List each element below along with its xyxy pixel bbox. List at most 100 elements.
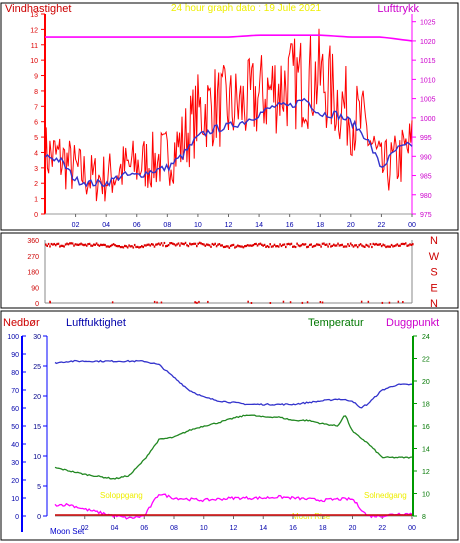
- pressure-tick-label: 975: [420, 212, 432, 219]
- x-tick-label: 18: [316, 222, 324, 229]
- direction-point: [307, 245, 310, 248]
- wind-tick-label: 11: [31, 43, 38, 50]
- direction-point: [303, 243, 305, 246]
- direction-point: [269, 243, 271, 246]
- direction-point: [361, 244, 363, 247]
- direction-point: [169, 242, 171, 245]
- wind-tick-label: 4: [34, 150, 38, 157]
- direction-point: [118, 245, 120, 248]
- direction-point: [229, 244, 232, 247]
- direction-point: [333, 243, 335, 246]
- direction-point: [156, 243, 159, 246]
- direction-point: [133, 243, 136, 247]
- direction-point: [117, 245, 119, 248]
- direction-point: [306, 246, 308, 249]
- direction-point: [328, 242, 331, 246]
- direction-point: [331, 244, 334, 247]
- direction-point: [166, 244, 168, 247]
- direction-point: [266, 245, 269, 248]
- direction-point: [156, 301, 158, 304]
- direction-tick-label: 270: [27, 254, 39, 261]
- direction-point: [297, 244, 300, 247]
- direction-point: [194, 301, 197, 304]
- direction-point: [404, 242, 407, 245]
- compass-label: N: [430, 235, 438, 247]
- pressure-tick-label: 1005: [420, 97, 436, 104]
- x-tick-label: 00: [408, 525, 416, 532]
- x-tick-label: 10: [200, 525, 208, 532]
- direction-point: [98, 244, 101, 247]
- direction-point: [111, 301, 114, 304]
- direction-point: [196, 245, 198, 248]
- direction-point: [146, 243, 149, 246]
- direction-point: [91, 244, 94, 247]
- humidity-tick-label: 0: [15, 514, 19, 521]
- direction-point: [155, 243, 157, 246]
- direction-point: [300, 244, 303, 247]
- direction-point: [214, 242, 216, 245]
- x-tick-label: 02: [72, 222, 80, 229]
- direction-point: [59, 245, 61, 248]
- direction-point: [108, 245, 111, 248]
- direction-point: [345, 245, 348, 248]
- direction-point: [141, 245, 143, 248]
- top-panel-frame: [0, 2, 459, 231]
- direction-point: [47, 242, 50, 246]
- direction-point: [399, 244, 401, 247]
- direction-point: [355, 244, 358, 247]
- wind-tick-label: 3: [34, 166, 38, 173]
- direction-point: [45, 243, 47, 246]
- direction-point: [402, 242, 404, 245]
- direction-point: [258, 243, 260, 246]
- direction-point: [293, 245, 295, 248]
- direction-point: [145, 244, 147, 247]
- direction-point: [109, 244, 112, 248]
- direction-point: [381, 301, 384, 304]
- direction-point: [193, 242, 195, 245]
- direction-point: [239, 245, 242, 248]
- direction-tick-label: 90: [31, 285, 39, 292]
- x-tick-label: 20: [349, 525, 357, 532]
- direction-point: [292, 245, 294, 248]
- direction-point: [367, 300, 370, 303]
- direction-point: [69, 242, 71, 245]
- x-tick-label: 10: [194, 222, 202, 229]
- pressure-tick-label: 995: [420, 135, 432, 142]
- direction-point: [397, 300, 400, 303]
- direction-point: [289, 243, 291, 246]
- x-tick-label: 12: [230, 525, 238, 532]
- wind-speed-label: Vindhastighet: [5, 3, 71, 15]
- direction-point: [395, 244, 397, 247]
- humidity-tick-label: 80: [11, 370, 19, 377]
- direction-point: [319, 301, 322, 303]
- direction-point: [152, 243, 154, 246]
- direction-point: [348, 244, 351, 247]
- x-tick-label: 14: [255, 222, 263, 229]
- precip-tick-label: 30: [33, 334, 41, 341]
- direction-point: [90, 244, 92, 247]
- direction-point: [53, 242, 56, 246]
- precip-tick-label: 15: [33, 424, 41, 431]
- direction-point: [354, 244, 356, 247]
- humidity-tick-label: 30: [11, 460, 19, 467]
- direction-point: [232, 243, 235, 246]
- direction-point: [207, 243, 209, 246]
- direction-tick-label: 360: [27, 238, 39, 245]
- humidity-tick-label: 70: [11, 388, 19, 395]
- humidity-tick-label: 20: [11, 478, 19, 485]
- direction-point: [57, 242, 60, 245]
- temperature-tick-label: 24: [422, 334, 430, 341]
- direction-point: [218, 243, 221, 246]
- pressure-tick-label: 985: [420, 174, 432, 181]
- wind-tick-label: 7: [34, 104, 38, 111]
- direction-point: [397, 244, 400, 247]
- direction-point: [378, 243, 380, 246]
- direction-point: [49, 245, 51, 248]
- direction-point: [245, 244, 247, 248]
- direction-point: [235, 245, 238, 248]
- direction-point: [93, 243, 95, 246]
- direction-point: [231, 244, 233, 247]
- direction-point: [383, 244, 386, 247]
- direction-point: [128, 244, 130, 247]
- direction-point: [234, 246, 236, 249]
